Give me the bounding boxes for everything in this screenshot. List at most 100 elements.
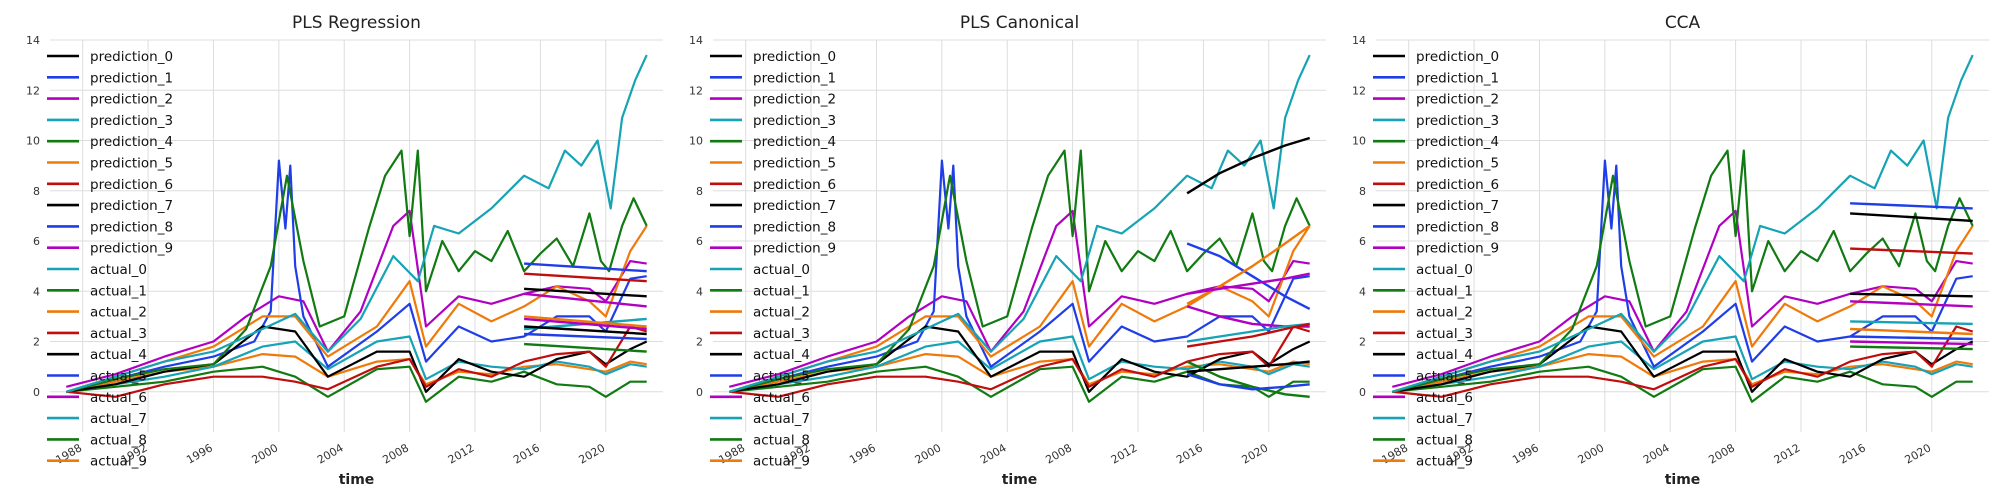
series-line-actual_6 (729, 209, 1310, 388)
legend-label-prediction_4: prediction_4 (90, 134, 173, 150)
series-line-prediction_9 (1186, 272, 1310, 295)
x-tick-label: 2012 (446, 441, 477, 466)
series-line-actual_0 (728, 54, 1311, 393)
legend-label-actual_7: actual_7 (753, 411, 810, 427)
legend-label-prediction_7: prediction_7 (90, 198, 173, 214)
series-line-actual_8 (66, 365, 647, 403)
series-line-prediction_2 (523, 292, 647, 308)
legend-label-actual_6: actual_6 (90, 390, 147, 406)
series-line-prediction_8 (524, 332, 647, 341)
series-line-prediction_4 (1186, 360, 1310, 398)
legend-label-prediction_6: prediction_6 (90, 177, 173, 193)
y-tick-label: 8 (1359, 185, 1366, 198)
x-tick-label: 2020 (1903, 441, 1934, 466)
series-line-actual_7 (1392, 335, 1973, 393)
x-tick-label: 2016 (1174, 441, 1205, 466)
series-line-prediction_7 (1850, 292, 1973, 298)
series-line-prediction_8 (1850, 335, 1973, 341)
legend-label-actual_3: actual_3 (753, 326, 810, 342)
x-axis-label: time (1665, 472, 1701, 488)
y-tick-label: 2 (1359, 336, 1366, 349)
legend-label-actual_2: actual_2 (753, 305, 810, 321)
legend-label-actual_4: actual_4 (90, 347, 147, 363)
series-line-prediction_6 (1850, 247, 1973, 255)
series-line-actual_2 (65, 225, 648, 393)
legend-label-prediction_0: prediction_0 (90, 49, 173, 65)
series-line-actual_3 (1392, 325, 1974, 398)
series-line-actual_1 (1392, 149, 1974, 393)
series-line-actual_6 (66, 209, 647, 388)
series-line-prediction_8 (1186, 373, 1310, 391)
y-tick-label: 4 (696, 285, 703, 298)
legend-label-actual_8: actual_8 (1416, 432, 1473, 448)
legend-label-prediction_3: prediction_3 (753, 113, 836, 129)
legend-label-actual_0: actual_0 (1416, 262, 1473, 278)
legend-label-actual_4: actual_4 (1416, 347, 1473, 363)
legend-label-prediction_8: prediction_8 (90, 219, 173, 235)
legend-label-prediction_9: prediction_9 (90, 241, 173, 257)
x-tick-label: 1996 (184, 441, 215, 466)
legend-label-prediction_4: prediction_4 (1416, 134, 1499, 150)
series-line-actual_2 (728, 225, 1311, 393)
x-tick-label: 1988 (716, 441, 747, 466)
series-line-actual_5 (1392, 159, 1973, 393)
series-line-actual_0 (1391, 54, 1974, 393)
legend: prediction_0 prediction_1 prediction_2pred… (710, 49, 836, 470)
x-tick-label: 2020 (577, 441, 608, 466)
x-tick-label: 1996 (847, 441, 878, 466)
legend-label-prediction_7: prediction_7 (753, 198, 836, 214)
legend-label-actual_2: actual_2 (1416, 305, 1473, 321)
legend-label-actual_8: actual_8 (90, 432, 147, 448)
series-line-actual_5 (66, 159, 647, 393)
legend-label-actual_1: actual_1 (90, 283, 147, 299)
y-tick-label: 0 (696, 386, 703, 399)
series-line-actual_0 (65, 54, 648, 393)
x-tick-label: 2012 (1772, 441, 1803, 466)
legend-label-actual_5: actual_5 (1416, 369, 1473, 385)
legend-label-actual_8: actual_8 (753, 432, 810, 448)
series-line-prediction_0 (1850, 212, 1973, 223)
y-tick-label: 0 (33, 386, 40, 399)
series-line-prediction_9 (1850, 340, 1973, 346)
legend-label-prediction_8: prediction_8 (753, 219, 836, 235)
legend-label-actual_9: actual_9 (1416, 454, 1473, 470)
series-line-actual_3 (66, 325, 648, 398)
legend-label-prediction_1: prediction_1 (1416, 70, 1499, 86)
legend-label-actual_2: actual_2 (90, 305, 147, 321)
y-tick-label: 2 (33, 336, 40, 349)
series-line-prediction_0 (1186, 136, 1311, 195)
legend-label-prediction_0: prediction_0 (1416, 49, 1499, 65)
series-line-prediction_6 (1186, 322, 1310, 348)
series-line-prediction_2 (1850, 300, 1973, 308)
legend-label-actual_7: actual_7 (1416, 411, 1473, 427)
legend-label-prediction_2: prediction_2 (1416, 92, 1499, 108)
y-tick-label: 6 (33, 235, 40, 248)
x-tick-label: 2004 (315, 441, 346, 466)
legend-label-prediction_3: prediction_3 (1416, 113, 1499, 129)
legend-label-prediction_5: prediction_5 (1416, 156, 1499, 172)
series-line-actual_5 (729, 159, 1310, 393)
y-tick-label: 4 (33, 285, 40, 298)
y-tick-label: 10 (26, 135, 40, 148)
y-tick-label: 8 (33, 185, 40, 198)
legend-label-prediction_2: prediction_2 (753, 92, 836, 108)
x-tick-label: 2020 (1240, 441, 1271, 466)
series-line-actual_3 (729, 325, 1311, 398)
y-tick-label: 6 (696, 235, 703, 248)
series-line-prediction_0 (524, 287, 647, 298)
legend-label-actual_0: actual_0 (753, 262, 810, 278)
legend-label-prediction_6: prediction_6 (1416, 177, 1499, 193)
legend-label-actual_6: actual_6 (753, 390, 810, 406)
x-tick-label: 2004 (1641, 441, 1672, 466)
y-tick-label: 10 (1352, 135, 1366, 148)
legend-label-actual_6: actual_6 (1416, 390, 1473, 406)
x-tick-label: 2016 (511, 441, 542, 466)
series-line-actual_8 (1392, 365, 1973, 403)
x-tick-label: 2012 (1109, 441, 1140, 466)
legend-label-actual_9: actual_9 (90, 454, 147, 470)
legend-label-actual_4: actual_4 (753, 347, 810, 363)
series-line-prediction_5 (1850, 327, 1973, 336)
legend-label-actual_0: actual_0 (90, 262, 147, 278)
